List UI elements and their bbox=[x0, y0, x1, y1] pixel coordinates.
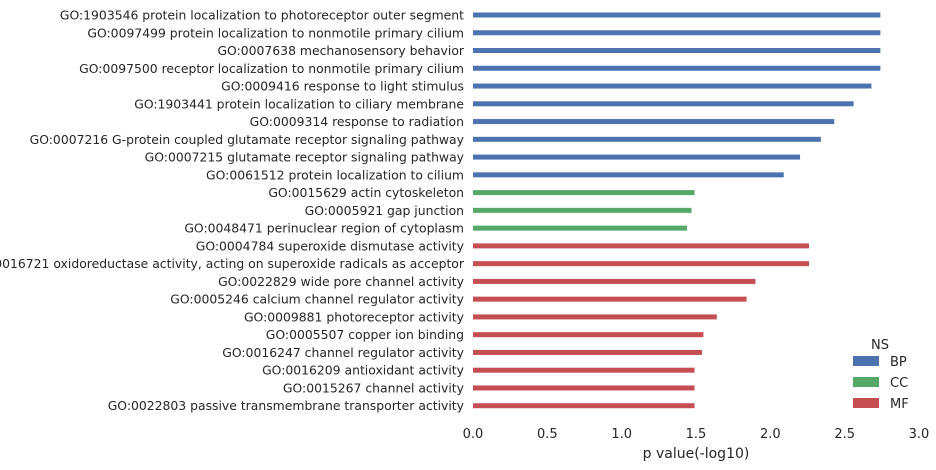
x-tick-label: 2.5 bbox=[834, 427, 855, 442]
x-tick-label: 1.5 bbox=[686, 427, 707, 442]
legend-swatch-mf bbox=[853, 398, 879, 408]
bar-mf bbox=[473, 278, 756, 284]
category-label: GO:0009314 response to radiation bbox=[250, 114, 464, 129]
legend-label-bp: BP bbox=[890, 355, 907, 370]
bar-bp bbox=[473, 172, 784, 178]
bar-bp bbox=[473, 119, 835, 125]
bar-mf bbox=[473, 332, 704, 338]
category-label: GO:0061512 protein localization to ciliu… bbox=[206, 167, 464, 182]
legend-swatch-bp bbox=[853, 356, 879, 366]
bar-mf bbox=[473, 314, 717, 320]
category-labels: GO:1903546 protein localization to photo… bbox=[0, 8, 465, 414]
category-label: GO:0005921 gap junction bbox=[305, 203, 464, 218]
category-label: GO:0007216 G-protein coupled glutamate r… bbox=[30, 132, 464, 147]
bar-bp bbox=[473, 65, 881, 71]
legend-entries: BP CC MF bbox=[853, 355, 909, 412]
category-label: GO:0097499 protein localization to nonmo… bbox=[87, 25, 464, 40]
x-axis-label: p value(-log10) bbox=[643, 446, 750, 462]
x-tick-label: 2.0 bbox=[760, 427, 781, 442]
x-tick-label: 0.0 bbox=[463, 427, 484, 442]
x-tick-labels: 0.0 0.5 1.0 1.5 2.0 2.5 3.0 bbox=[463, 427, 930, 442]
category-label: GO:1903546 protein localization to photo… bbox=[60, 8, 464, 23]
category-label: GO:0015629 actin cytoskeleton bbox=[268, 185, 464, 200]
x-tick-label: 1.0 bbox=[611, 427, 632, 442]
bar-bp bbox=[473, 48, 881, 54]
category-label: GO:0016721 oxidoreductase activity, acti… bbox=[0, 256, 465, 271]
category-label: GO:0009416 response to light stimulus bbox=[221, 79, 464, 94]
category-label: GO:0016209 antioxidant activity bbox=[262, 363, 464, 378]
x-tick-label: 0.5 bbox=[537, 427, 558, 442]
category-label: GO:0048471 perinuclear region of cytopla… bbox=[184, 221, 464, 236]
bar-mf bbox=[473, 261, 809, 267]
category-label: GO:0004784 superoxide dismutase activity bbox=[196, 238, 464, 253]
bar-mf bbox=[473, 243, 809, 249]
legend-label-mf: MF bbox=[890, 397, 909, 412]
bar-bp bbox=[473, 154, 801, 160]
legend-swatch-cc bbox=[853, 377, 879, 387]
bar-cc bbox=[473, 190, 695, 196]
category-label: GO:0022829 wide pore channel activity bbox=[218, 274, 464, 289]
x-tick-label: 3.0 bbox=[909, 427, 930, 442]
category-label: GO:1903441 protein localization to cilia… bbox=[134, 96, 464, 111]
bar-mf bbox=[473, 403, 695, 409]
bar-bp bbox=[473, 83, 872, 89]
legend: NS BP CC MF bbox=[853, 338, 909, 412]
category-label: GO:0005246 calcium channel regulator act… bbox=[170, 292, 464, 307]
category-label: GO:0016247 channel regulator activity bbox=[222, 345, 464, 360]
category-label: GO:0007215 glutamate receptor signaling … bbox=[145, 150, 464, 165]
bar-cc bbox=[473, 225, 688, 231]
bar-bp bbox=[473, 12, 881, 18]
bar-bp bbox=[473, 136, 821, 142]
legend-label-cc: CC bbox=[890, 376, 908, 391]
category-label: GO:0097500 receptor localization to nonm… bbox=[79, 61, 464, 76]
legend-title: NS bbox=[871, 338, 889, 353]
category-label: GO:0005507 copper ion binding bbox=[266, 327, 464, 342]
bars-group bbox=[473, 12, 881, 409]
bar-mf bbox=[473, 367, 695, 373]
category-label: GO:0022803 passive transmembrane transpo… bbox=[108, 398, 464, 413]
bar-mf bbox=[473, 296, 747, 302]
bar-cc bbox=[473, 207, 692, 213]
category-label: GO:0007638 mechanosensory behavior bbox=[217, 43, 464, 58]
bar-bp bbox=[473, 101, 854, 107]
category-label: GO:0015267 channel activity bbox=[283, 380, 464, 395]
bar-mf bbox=[473, 385, 695, 391]
category-label: GO:0009881 photoreceptor activity bbox=[244, 309, 464, 324]
bar-bp bbox=[473, 30, 881, 36]
bar-mf bbox=[473, 349, 702, 355]
